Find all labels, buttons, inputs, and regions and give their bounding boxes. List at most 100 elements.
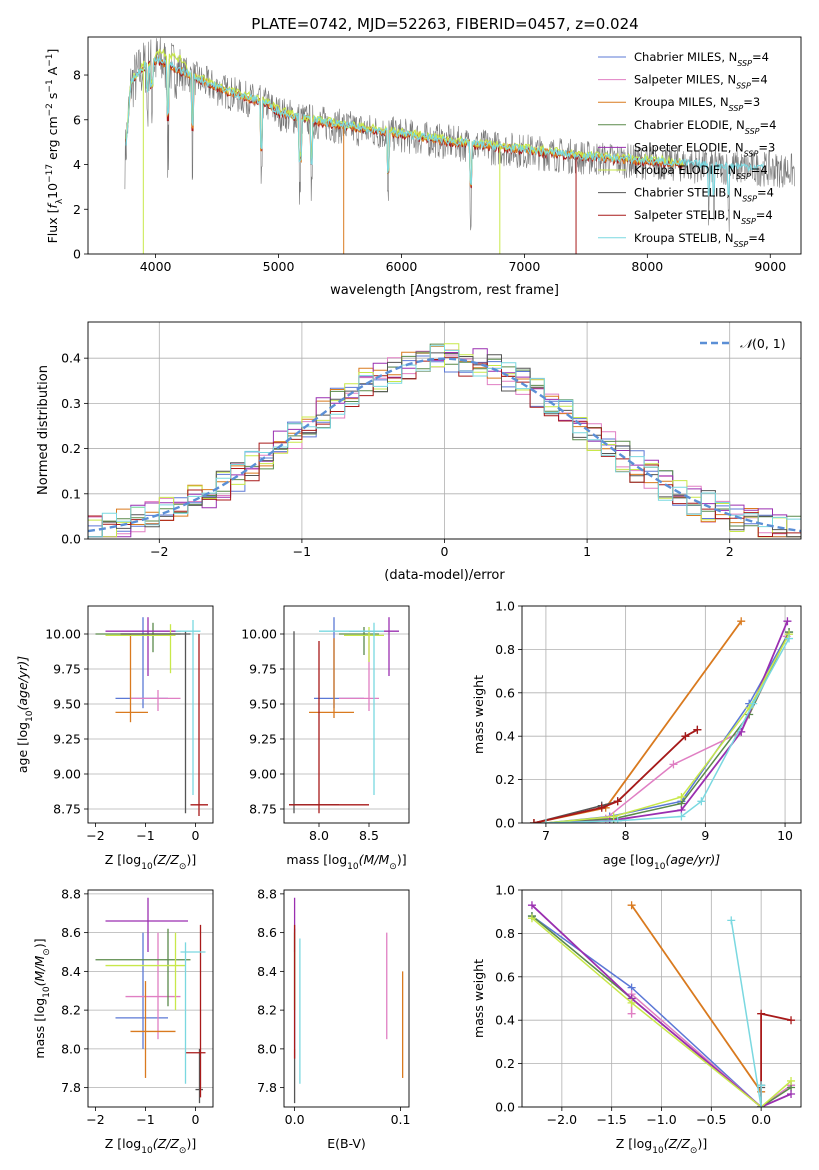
x-axis-label-part: 10: [654, 862, 666, 872]
legend-sub: SSP: [744, 149, 759, 158]
weight-marker-8: [757, 1103, 766, 1107]
x-tick-label: −1: [136, 828, 154, 843]
x-tick-label: −0.5: [696, 1112, 726, 1127]
axes-frame: [283, 889, 410, 1108]
y-tick-label: 10.00: [45, 627, 81, 642]
weight-marker-5: [609, 812, 618, 821]
y-axis-label-part: (M/M: [32, 956, 47, 987]
x-tick-label: 0.1: [391, 1112, 411, 1127]
weight-line-3: [545, 631, 790, 823]
x-axis-label: age [log10(age/yr)]: [603, 852, 720, 872]
y-tick-label: 8.8: [61, 886, 81, 901]
y-axis-label-part: −2: [45, 103, 55, 116]
legend-label-gaussian: 𝒩(0, 1): [740, 336, 786, 351]
y-axis-label-part: age [log: [15, 722, 30, 773]
y-axis-label-part: 10: [42, 986, 52, 998]
weight-marker-4: [783, 617, 792, 626]
legend-nssp: =4: [752, 50, 769, 64]
y-tick-label: 0.8: [495, 642, 515, 657]
weight-marker-2: [627, 901, 636, 910]
x-tick-label: 0: [192, 1112, 200, 1127]
y-tick-label: 9.00: [249, 767, 277, 782]
legend-label-1: Salpeter MILES, NSSP=4: [634, 73, 768, 91]
x-tick-label: 8.5: [359, 828, 379, 843]
legend-nssp: =4: [751, 73, 768, 87]
x-axis-label-part: ⊙: [389, 862, 397, 872]
weight-marker-4: [787, 1089, 796, 1098]
y-tick-label: 1.0: [495, 599, 515, 614]
panel-mass-vs-Z: −2 −1 07.88.08.28.48.68.8Z [log10(Z/Z⊙)]ma…: [32, 886, 214, 1156]
x-axis-label-part: 10: [141, 1146, 153, 1156]
y-tick-label: 6: [73, 112, 81, 127]
y-axis-label: mass weight: [471, 675, 486, 754]
x-axis-label: mass [log10(M/M⊙)]: [286, 852, 406, 872]
axes-frame: [87, 321, 802, 540]
y-tick-label: 0.2: [61, 441, 81, 456]
y-axis-label-part: ⊙: [42, 948, 52, 956]
grid: [522, 605, 801, 824]
weight-line-7: [760, 1012, 792, 1107]
x-tick-label: 4000: [140, 259, 172, 274]
y-tick-label: 0.0: [495, 1100, 515, 1115]
panel-weight-vs-Z: −2.0 −1.5 −1.0 −0.5 0.0 0.0 0.2 0.4 0.6 0.8 1.0 Z […: [471, 883, 802, 1156]
x-axis-label-part: mass [log: [286, 852, 347, 867]
x-axis-label-part: 10: [141, 862, 153, 872]
x-axis-label-part: (M/M: [359, 852, 390, 867]
legend-sub: SSP: [736, 172, 751, 181]
weight-marker-8: [541, 819, 550, 823]
y-tick-label: 0.4: [61, 351, 81, 366]
y-tick-label: 9.25: [249, 732, 277, 747]
y-axis-label-part: −1: [45, 53, 55, 66]
x-axis-label-part: Z [log: [105, 1136, 141, 1151]
legend-name: Chabrier ELODIE, N: [634, 118, 745, 132]
legend-nssp: =4: [756, 208, 773, 222]
y-tick-label: 8.75: [53, 802, 81, 817]
x-tick-label: −1: [136, 1112, 154, 1127]
y-axis-label-part: −17: [45, 164, 55, 183]
x-axis-label-part: (Z/Z: [664, 1136, 691, 1151]
y-tick-label: 4: [73, 157, 81, 172]
weight-marker-7: [693, 725, 702, 734]
y-tick-label: 8.4: [257, 964, 277, 979]
legend-label-part: (0, 1): [752, 336, 786, 351]
panel-mass-vs-EBV: 0.0 0.1 7.8 8.0 8.2 8.4 8.6 8.8 E(B-V): [257, 886, 410, 1151]
y-tick-label: 8.2: [61, 1003, 81, 1018]
y-tick-label: 9.50: [249, 697, 277, 712]
weight-line-1: [545, 636, 788, 823]
panel-spectrum: 4000 5000 6000 7000 8000 9000 0 2 4 6 8 Chabrier MI…: [45, 36, 802, 298]
weight-marker-2: [737, 617, 746, 626]
x-axis-label-part: age [log: [603, 852, 654, 867]
weight-marker-8: [785, 634, 794, 643]
legend-label-4: Salpeter ELODIE, NSSP=3: [634, 140, 775, 158]
y-axis-label-part: A: [45, 66, 60, 79]
weight-marker-7: [787, 1016, 796, 1025]
x-tick-label: 7: [542, 828, 550, 843]
y-axis-label-part: Flux [: [45, 209, 60, 244]
y-tick-label: 0.4: [495, 1013, 515, 1028]
y-axis-label-part: s: [45, 93, 60, 104]
y-tick-label: 8.6: [61, 925, 81, 940]
x-axis-label: (data-model)/error: [384, 568, 505, 583]
plot-area: [529, 617, 794, 823]
axes-frame: [521, 889, 802, 1108]
panel-residuals: −2 −1 0 1 2 0.0 0.1 0.2 0.3 0.4 𝒩(0, 1) (data-model…: [36, 321, 802, 583]
x-axis-label-part: 10: [347, 862, 359, 872]
weight-marker-7: [757, 1009, 766, 1018]
y-tick-label: 9.00: [53, 767, 81, 782]
x-tick-label: 8000: [631, 259, 663, 274]
legend-name: Salpeter STELIB, N: [634, 208, 741, 222]
x-axis-label-part: 10: [652, 1146, 664, 1156]
y-axis-label-part: f: [45, 203, 60, 209]
x-tick-label: 7000: [508, 259, 540, 274]
weight-marker-8: [757, 1081, 766, 1090]
y-tick-label: 0.6: [495, 969, 515, 984]
x-axis-label-part: )]: [186, 852, 196, 867]
y-tick-label: 0.6: [495, 685, 515, 700]
x-tick-label: −1.0: [646, 1112, 676, 1127]
plot-area: [95, 617, 208, 816]
legend-label-5: Kroupa ELODIE, NSSP=4: [634, 163, 768, 181]
legend-label-3: Chabrier ELODIE, NSSP=4: [634, 118, 776, 136]
y-axis-label: age [log10(age/yr)]: [15, 656, 35, 773]
y-axis-label-part: (age/yr)]: [15, 656, 30, 711]
